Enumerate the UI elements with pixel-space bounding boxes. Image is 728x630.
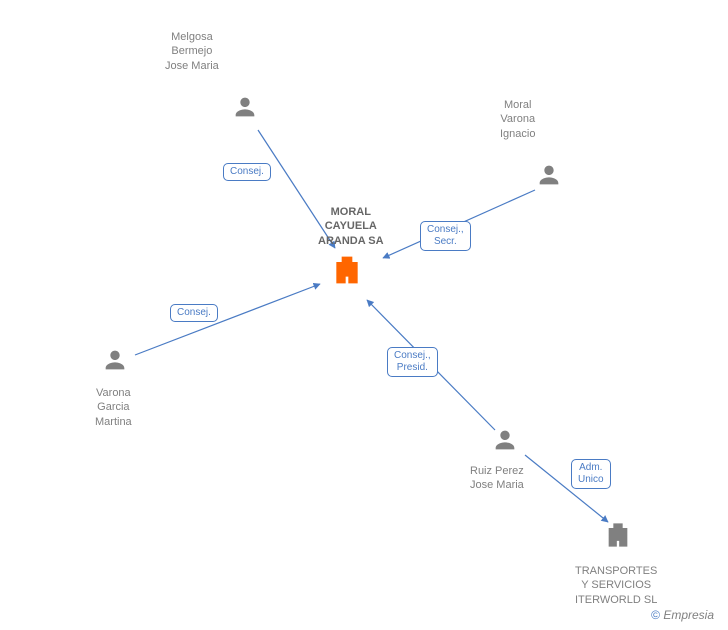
- building-icon-secondary: [604, 521, 632, 554]
- watermark-text: Empresia: [663, 608, 714, 622]
- person-icon: [491, 426, 519, 459]
- building-icon-center: [331, 254, 363, 291]
- edge-label: Consej., Secr.: [420, 221, 471, 251]
- center-company-label: MORAL CAYUELA ARANDA SA: [318, 205, 384, 248]
- person-label-ruiz-perez: Ruiz Perez Jose Maria: [470, 464, 524, 493]
- edge-label: Consej.: [223, 163, 271, 181]
- person-icon: [101, 346, 129, 379]
- company-label-transportes: TRANSPORTES Y SERVICIOS ITERWORLD SL: [575, 564, 657, 607]
- person-icon: [231, 93, 259, 126]
- person-label-melgosa: Melgosa Bermejo Jose Maria: [165, 30, 219, 73]
- edge-label: Adm. Unico: [571, 459, 611, 489]
- person-icon: [535, 161, 563, 194]
- edge-label: Consej.: [170, 304, 218, 322]
- person-label-varona-garcia: Varona Garcia Martina: [95, 386, 132, 429]
- edge-label: Consej., Presid.: [387, 347, 438, 377]
- watermark: © Empresia: [651, 608, 714, 622]
- person-label-moral-varona: Moral Varona Ignacio: [500, 98, 535, 141]
- copyright-symbol: ©: [651, 608, 660, 622]
